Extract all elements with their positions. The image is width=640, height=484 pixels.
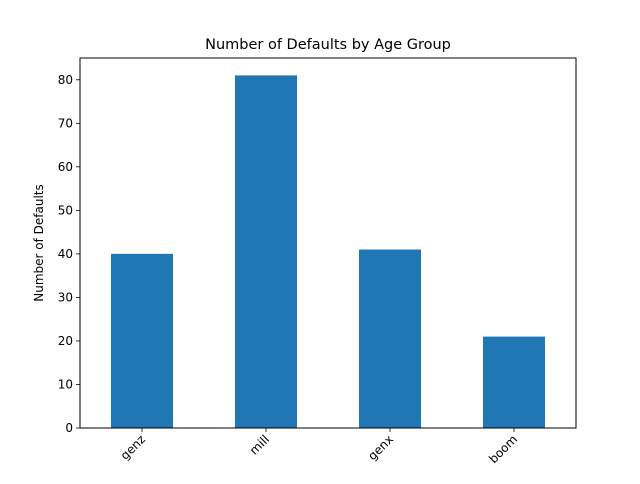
chart-title: Number of Defaults by Age Group: [205, 37, 451, 53]
y-tick-label: 60: [58, 160, 73, 174]
y-tick-label: 0: [65, 421, 73, 435]
bar-genx: [359, 249, 421, 428]
bars-group: [111, 75, 545, 428]
y-tick-label: 10: [58, 377, 73, 391]
y-axis-label: Number of Defaults: [32, 184, 46, 302]
y-tick-label: 80: [58, 73, 73, 87]
bar-boom: [483, 336, 545, 428]
y-tick-label: 50: [58, 203, 73, 217]
y-tick-label: 40: [58, 247, 73, 261]
bar-genz: [111, 253, 173, 428]
y-tick-label: 30: [58, 290, 73, 304]
y-tick-label: 70: [58, 116, 73, 130]
y-tick-label: 20: [58, 334, 73, 348]
y-axis-ticks: 0 10 20 30 40 50 60 70 80: [58, 73, 80, 435]
bar-mill: [235, 75, 297, 428]
plot-area-frame: [79, 57, 577, 429]
